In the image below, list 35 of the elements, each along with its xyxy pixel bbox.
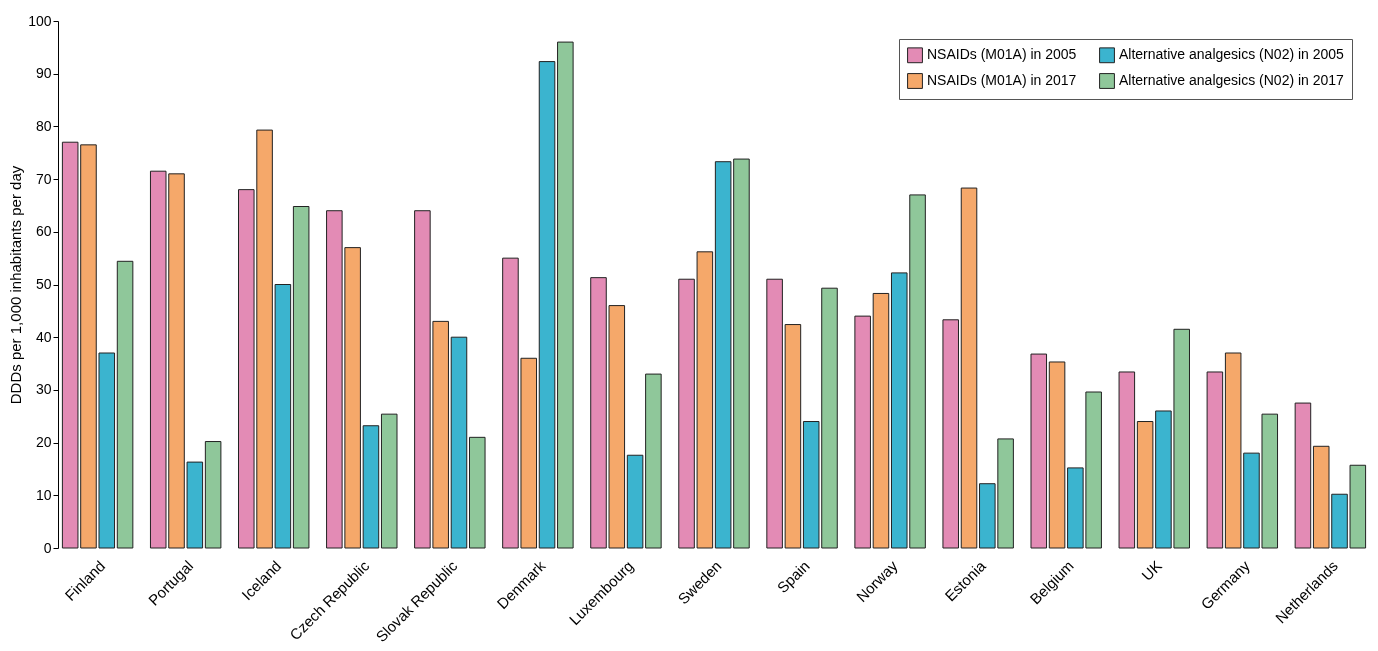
bar	[380, 413, 398, 549]
x-tick-label: UK	[1138, 557, 1165, 584]
bar	[1294, 402, 1312, 549]
bar	[450, 336, 468, 549]
bar	[942, 319, 959, 549]
y-tick-label: 80	[35, 117, 52, 134]
bar	[116, 260, 134, 549]
bar	[1048, 361, 1066, 549]
y-tick-label: 30	[35, 381, 52, 398]
bar	[469, 436, 486, 549]
bar	[538, 61, 556, 549]
y-tick-label: 60	[35, 223, 52, 240]
y-tick-label: 40	[35, 328, 52, 345]
legend-label: Alternative analgesics (N02) in 2005	[1119, 46, 1345, 63]
legend-label: Alternative analgesics (N02) in 2017	[1119, 72, 1345, 88]
y-tick-label: 20	[35, 434, 52, 451]
y-tick-label: 0	[43, 539, 52, 556]
bar	[204, 441, 222, 549]
y-tick-label: 50	[35, 276, 52, 292]
bar	[1118, 371, 1136, 549]
bar	[872, 292, 890, 549]
bar	[362, 425, 380, 549]
legend-label: NSAIDs (M01A) in 2017	[927, 72, 1077, 88]
bar	[960, 187, 978, 549]
y-axis-title: DDDs per 1,000 inhabitants per day	[7, 165, 25, 405]
y-tick-label: 70	[35, 170, 52, 187]
legend-label: NSAIDs (M01A) in 2005	[927, 46, 1077, 63]
bar	[557, 41, 574, 549]
y-tick-label: 10	[35, 486, 52, 503]
bar	[1206, 371, 1224, 549]
y-tick-label: 90	[35, 65, 52, 82]
bar	[854, 315, 871, 549]
y-tick-label: 100	[28, 12, 52, 29]
bar	[292, 206, 310, 549]
bar	[1030, 353, 1048, 549]
